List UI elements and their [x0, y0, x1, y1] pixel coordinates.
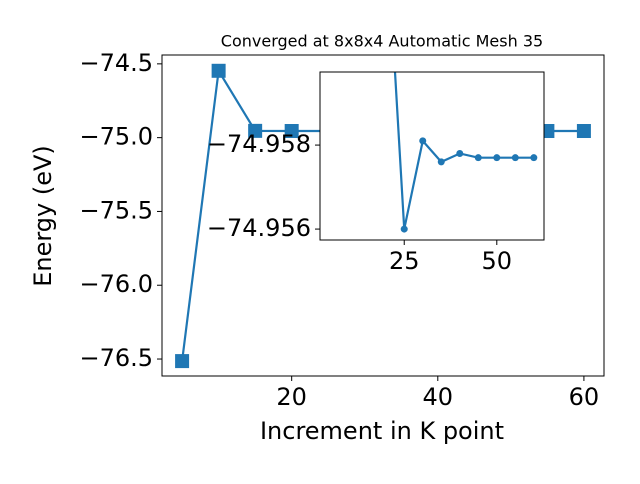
data-marker — [175, 354, 190, 369]
x-axis-label: Increment in K point — [260, 417, 504, 445]
y-tick-label: −74.956 — [207, 214, 311, 242]
y-tick-label: −75.5 — [79, 196, 153, 224]
x-tick-label: 40 — [423, 383, 454, 411]
data-marker — [511, 154, 519, 162]
x-tick-label: 60 — [569, 383, 600, 411]
data-marker — [474, 154, 482, 162]
data-marker — [493, 154, 501, 162]
x-tick-label: 25 — [389, 247, 420, 275]
x-tick-label: 50 — [482, 247, 513, 275]
chart-title: Converged at 8x8x4 Automatic Mesh 35 — [221, 32, 543, 51]
data-marker — [530, 154, 538, 162]
y-tick-label: −75.0 — [79, 123, 153, 151]
y-tick-label: −76.5 — [79, 344, 153, 372]
data-marker — [284, 124, 299, 139]
y-tick-label: −74.958 — [207, 130, 311, 158]
axes-frame — [161, 54, 605, 377]
axes-frame — [319, 71, 545, 241]
y-tick-label: −76.0 — [79, 270, 153, 298]
data-marker — [456, 149, 464, 157]
x-tick-label: 20 — [276, 383, 307, 411]
plot-area — [320, 72, 544, 240]
y-axis-label: Energy (eV) — [29, 145, 57, 287]
data-marker — [419, 137, 427, 145]
data-marker — [211, 63, 226, 78]
data-marker — [400, 225, 408, 233]
data-marker — [437, 158, 445, 166]
y-tick-label: −74.5 — [79, 49, 153, 77]
plot-content — [393, 72, 538, 233]
data-marker — [576, 124, 591, 139]
data-marker — [248, 123, 263, 138]
